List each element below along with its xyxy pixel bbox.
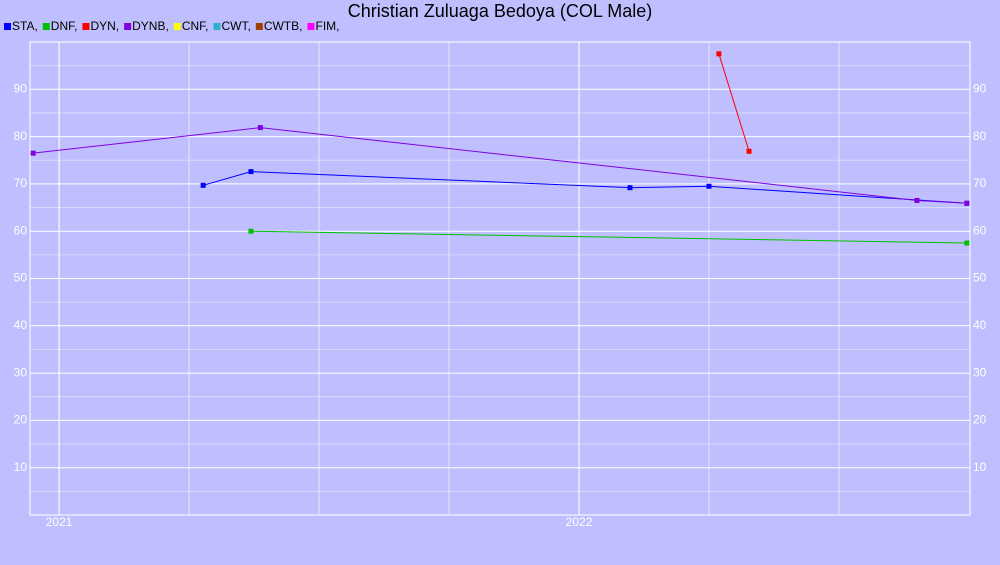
y-tick-label: 80 <box>14 129 28 143</box>
legend-label: CNF, <box>182 19 209 33</box>
y-tick-label: 70 <box>14 176 28 190</box>
x-tick-label: 2021 <box>46 515 73 529</box>
x-tick-label: 2022 <box>566 515 593 529</box>
y2-tick-label: 50 <box>973 271 987 285</box>
legend-swatch <box>213 23 221 30</box>
data-point <box>248 169 254 175</box>
series-line <box>202 171 967 204</box>
legend-label: STA, <box>12 19 38 33</box>
legend-swatch <box>4 23 11 30</box>
y2-tick-label: 10 <box>973 460 987 474</box>
series-line <box>718 53 750 152</box>
data-point <box>200 182 206 188</box>
plot-frame <box>29 41 971 516</box>
legend-swatch <box>307 23 315 30</box>
y2-tick-label: 70 <box>973 176 987 190</box>
y-tick-label: 10 <box>14 460 28 474</box>
legend-swatch <box>173 23 181 30</box>
y2-tick-label: 60 <box>973 223 987 237</box>
series-line <box>250 230 967 244</box>
y-tick-label: 40 <box>14 318 28 332</box>
data-point <box>30 150 36 156</box>
data-point <box>257 125 263 131</box>
data-point <box>248 228 254 234</box>
y2-tick-label: 20 <box>973 413 987 427</box>
data-point <box>746 148 752 154</box>
y2-tick-label: 80 <box>973 129 987 143</box>
legend-label: CWTB, <box>264 19 303 33</box>
data-point <box>627 185 633 191</box>
y-tick-label: 90 <box>14 81 28 95</box>
legend-swatch <box>124 23 132 30</box>
y-tick-label: 60 <box>14 223 28 237</box>
data-point <box>706 183 712 189</box>
legend-label: DYN, <box>90 19 119 33</box>
legend-swatch <box>255 23 263 30</box>
data-point <box>964 200 970 206</box>
legend-label: DYNB, <box>132 19 169 33</box>
data-point <box>914 197 920 203</box>
series-line <box>33 127 967 204</box>
y2-tick-label: 90 <box>973 81 987 95</box>
chart-title: Christian Zuluaga Bedoya (COL Male) <box>348 1 652 21</box>
y-tick-label: 50 <box>14 271 28 285</box>
y-tick-label: 20 <box>14 413 28 427</box>
data-point <box>716 51 722 57</box>
legend-label: FIM, <box>315 19 339 33</box>
legend-label: CWT, <box>221 19 250 33</box>
data-point <box>964 240 970 246</box>
legend-swatch <box>42 23 50 30</box>
y2-tick-label: 30 <box>973 365 987 379</box>
legend-swatch <box>82 23 90 30</box>
y-tick-label: 30 <box>14 365 28 379</box>
legend-label: DNF, <box>51 19 78 33</box>
y2-tick-label: 40 <box>973 318 987 332</box>
